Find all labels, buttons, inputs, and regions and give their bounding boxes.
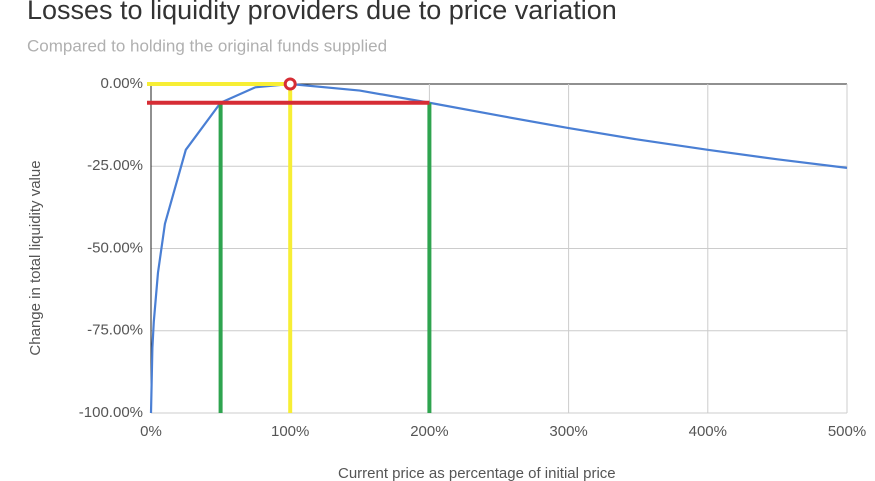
y-tick-label: -50.00% (87, 239, 143, 256)
x-axis-label: Current price as percentage of initial p… (338, 465, 616, 481)
x-tick-label: 200% (410, 423, 448, 440)
x-tick-label: 500% (828, 423, 866, 440)
y-tick-label: -75.00% (87, 322, 143, 339)
x-tick-label: 300% (549, 423, 587, 440)
y-tick-label: 0.00% (100, 75, 143, 92)
chart-subtitle: Compared to holding the original funds s… (27, 36, 387, 55)
x-tick-label: 400% (689, 423, 727, 440)
y-tick-label: -100.00% (79, 404, 143, 421)
y-axis-label: Change in total liquidity value (27, 160, 44, 355)
chart-title: Losses to liquidity providers due to pri… (27, 0, 617, 25)
x-tick-label: 0% (140, 423, 162, 440)
marker (283, 77, 297, 91)
x-tick-label: 100% (271, 423, 309, 440)
y-tick-label: -25.00% (87, 157, 143, 174)
